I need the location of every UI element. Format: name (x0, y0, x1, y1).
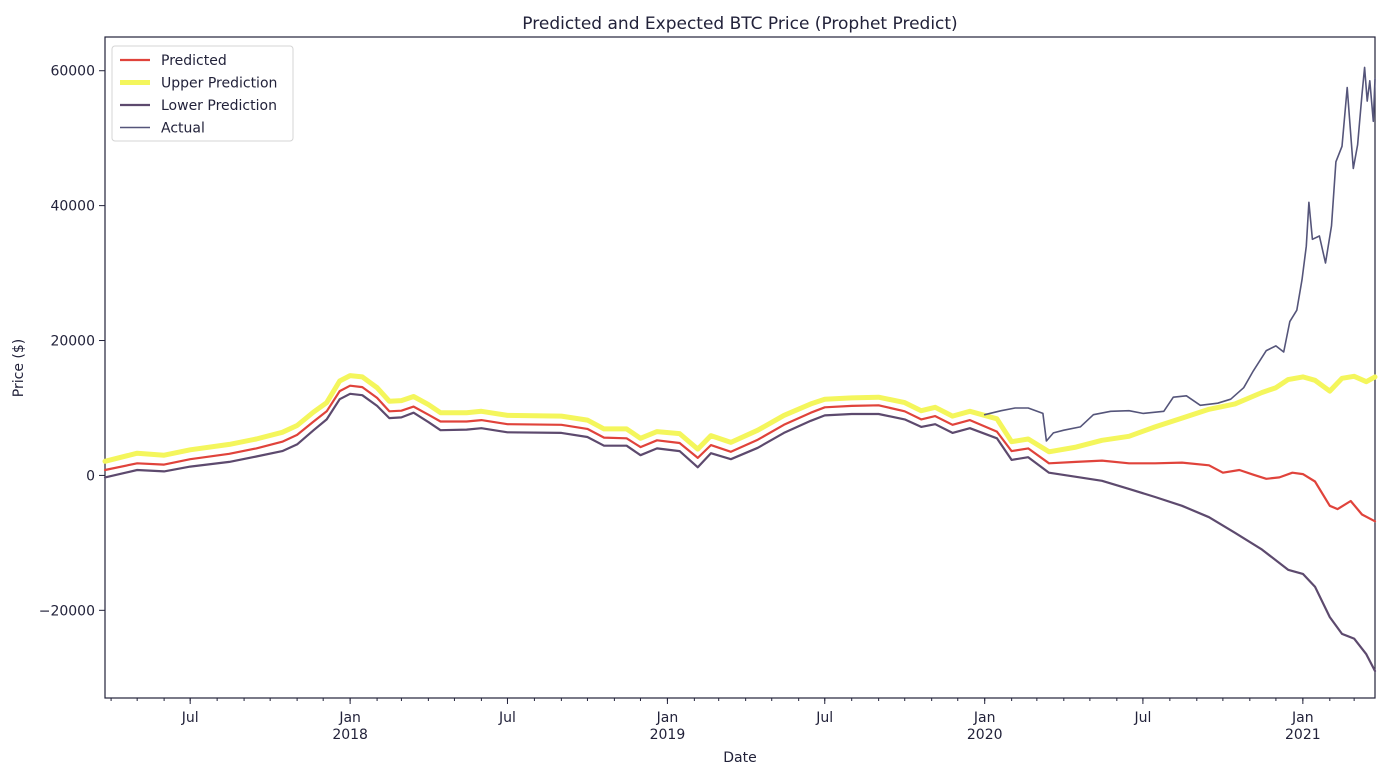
legend-label: Predicted (161, 53, 227, 69)
x-tick-label: Jan (973, 710, 996, 726)
legend-label: Actual (161, 121, 205, 137)
legend: Predicted Upper Prediction Lower Predictio… (111, 45, 294, 142)
legend-label: Lower Prediction (161, 98, 277, 114)
x-tick-year-label: 2018 (332, 727, 368, 743)
x-tick-label: Jul (1133, 710, 1151, 726)
series-line-upper-prediction (102, 373, 1378, 464)
x-tick-label: Jul (498, 710, 516, 726)
y-axis-label: Price ($) (11, 339, 27, 397)
x-tick-label: Jul (181, 710, 199, 726)
y-tick-label: 40000 (50, 199, 95, 215)
chart-title: Predicted and Expected BTC Price (Prophe… (522, 14, 957, 34)
x-axis-label: Date (723, 750, 756, 766)
x-tick-year-label: 2021 (1285, 727, 1321, 743)
y-tick-label: 0 (86, 468, 95, 484)
y-tick-label: −20000 (39, 603, 95, 619)
x-tick-year-label: 2020 (967, 727, 1003, 743)
series-lines (102, 66, 1378, 673)
x-tick-label: Jan (338, 710, 361, 726)
legend-label: Upper Prediction (161, 76, 277, 92)
y-tick-label: 20000 (50, 334, 95, 350)
x-tick-year-label: 2019 (650, 727, 686, 743)
y-axis: −20000 0 20000 40000 60000 (39, 64, 105, 619)
x-tick-label: Jan (656, 710, 679, 726)
x-tick-label: Jul (815, 710, 833, 726)
plot-area (104, 36, 1376, 699)
series-line-actual (983, 66, 1376, 442)
y-tick-label: 60000 (50, 64, 95, 80)
series-line-lower-prediction (103, 392, 1377, 673)
legend-box (111, 45, 294, 142)
x-tick-label: Jan (1291, 710, 1314, 726)
series-line-predicted (103, 384, 1377, 523)
